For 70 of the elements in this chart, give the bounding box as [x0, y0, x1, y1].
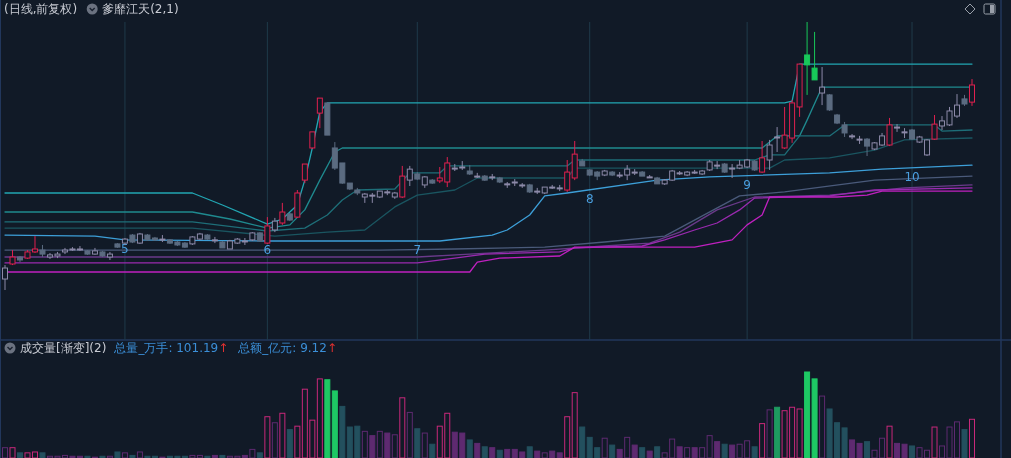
bar: [406, 411, 413, 458]
bar: [564, 416, 571, 458]
bar: [114, 451, 121, 458]
bar: [466, 439, 473, 458]
x-tick-label: 10: [904, 169, 920, 184]
bar: [571, 392, 578, 458]
bar: [601, 437, 608, 458]
candlestick: [819, 66, 826, 106]
candlestick: [969, 78, 975, 107]
bar: [414, 428, 421, 458]
candlestick: [571, 140, 578, 181]
x-tick-label: 8: [585, 191, 594, 206]
bar: [534, 450, 541, 458]
x-tick-label: 7: [413, 242, 422, 257]
x-tick-label: 5: [121, 241, 129, 256]
candlestick: [316, 97, 323, 129]
bar: [286, 429, 293, 458]
text: 总额_亿元: 9.12↑: [237, 341, 337, 355]
x-tick-label: 6: [263, 242, 272, 257]
bar: [864, 441, 871, 458]
bar: [556, 452, 563, 458]
bar: [496, 449, 503, 458]
bar: [961, 429, 968, 458]
text: 总量_万手: 101.19↑: [113, 341, 229, 355]
candlestick: [811, 31, 818, 81]
bar: [631, 444, 638, 458]
candlestick: [864, 137, 871, 157]
chart-subtitle: 爹靡江天(2,1): [102, 2, 179, 16]
bar: [481, 446, 488, 458]
bar: [429, 443, 436, 458]
bar: [526, 446, 533, 458]
candlestick: [211, 236, 218, 244]
candlestick: [2, 264, 8, 291]
bar: [211, 454, 218, 458]
bar: [316, 378, 323, 458]
bar: [294, 425, 301, 458]
bar: [504, 448, 511, 458]
chart-title: (日线,前复权): [4, 2, 78, 16]
bar: [39, 452, 46, 458]
bar: [339, 405, 346, 458]
bar: [909, 445, 916, 458]
bar: [969, 418, 975, 458]
bar: [256, 452, 263, 458]
bar: [819, 395, 826, 458]
candlestick: [774, 126, 781, 153]
bar: [16, 452, 23, 458]
bar: [324, 379, 331, 458]
bar: [421, 432, 428, 458]
bar: [721, 443, 728, 458]
bar: [474, 442, 481, 458]
bar: [646, 450, 653, 458]
bar: [136, 451, 143, 458]
chart-title: 成交量[渐变](2): [20, 341, 107, 355]
candlestick: [894, 123, 901, 133]
candlestick: [301, 163, 308, 184]
bar: [579, 426, 586, 458]
x-tick-label: 9: [743, 177, 751, 192]
bar: [654, 446, 661, 458]
bar: [331, 390, 338, 458]
candlestick: [804, 21, 811, 96]
bar: [129, 454, 136, 458]
candlestick: [564, 159, 571, 193]
bar: [219, 454, 226, 458]
bar: [609, 444, 616, 458]
bar: [639, 447, 646, 458]
bar: [121, 452, 128, 458]
candlestick: [406, 165, 413, 187]
bar: [489, 447, 496, 458]
bar: [774, 406, 781, 458]
bar: [751, 446, 758, 458]
